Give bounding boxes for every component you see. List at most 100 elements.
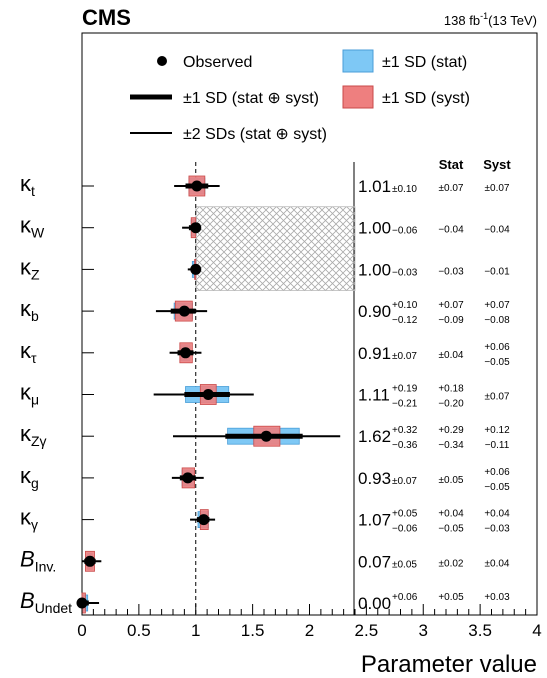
- luminosity-label: 138 fb-1(13 TeV): [444, 11, 537, 28]
- syst-uncertainty-up-label: +0.06: [484, 467, 510, 478]
- total-uncertainty-up-label: +0.05: [392, 509, 418, 520]
- value-label: 1.01: [358, 177, 391, 196]
- experiment-label: CMS: [82, 5, 131, 30]
- x-tick-label: 3.5: [468, 621, 492, 640]
- stat-uncertainty-up-label: +0.05: [438, 592, 464, 603]
- legend-2sd-label: ±2 SDs (stat ⊕ syst): [183, 126, 327, 143]
- stat-uncertainty-up-label: +0.29: [438, 425, 464, 436]
- legend-syst-label: ±1 SD (syst): [382, 90, 470, 107]
- observed-point: [191, 180, 203, 192]
- x-axis: 0 0.5 1 1.5 2 2.5 3 3.5 4: [77, 604, 542, 640]
- syst-uncertainty-down-label: −0.08: [484, 315, 510, 326]
- parameter-row-kappa-τ: κτ 0.91 ±0.07 ±0.04 +0.06 −0.05: [20, 338, 510, 368]
- legend-stat-swatch: [342, 49, 374, 73]
- parameter-label: κγ: [20, 505, 38, 533]
- stat-uncertainty-label: ±0.07: [439, 183, 464, 194]
- total-uncertainty-up-label: +0.06: [392, 592, 418, 603]
- syst-uncertainty-down-label: −0.05: [484, 357, 510, 368]
- x-tick-label: 1: [191, 621, 200, 640]
- observed-point: [190, 263, 202, 275]
- parameter-label: κt: [20, 171, 35, 199]
- stat-uncertainty-label: ±0.02: [439, 558, 464, 569]
- legend-syst-swatch: [342, 85, 374, 109]
- value-label: 1.11: [358, 386, 390, 405]
- observed-point: [202, 389, 214, 400]
- parameter-label: κμ: [20, 380, 39, 408]
- parameter-row-kappa-t: κt 1.01 ±0.10 ±0.07 ±0.07: [20, 171, 510, 199]
- parameter-row-kappa-Z: κZ 1.00 −0.03 −0.03 −0.01: [20, 254, 510, 282]
- stat-uncertainty-up-label: +0.07: [438, 300, 464, 311]
- value-label: 1.00: [358, 219, 391, 238]
- column-header-syst: Syst: [483, 157, 511, 172]
- syst-uncertainty-label: −0.04: [484, 225, 510, 236]
- value-label: 0.07: [358, 552, 391, 571]
- total-uncertainty-down-label: −0.12: [392, 315, 418, 326]
- stat-uncertainty-down-label: −0.09: [438, 315, 464, 326]
- syst-uncertainty-up-label: +0.04: [484, 509, 510, 520]
- syst-uncertainty-down-label: −0.05: [484, 482, 510, 493]
- stat-uncertainty-down-label: −0.34: [438, 440, 464, 451]
- syst-uncertainty-label: ±0.07: [485, 392, 510, 403]
- syst-uncertainty-up-label: +0.07: [484, 300, 510, 311]
- syst-uncertainty-down-label: −0.11: [485, 440, 510, 451]
- stat-uncertainty-label: ±0.05: [439, 475, 464, 486]
- parameter-row-kappa-γ: κγ 1.07 +0.05 −0.06 +0.04 −0.05 +0.04 −0.03: [20, 505, 510, 535]
- parameter-label: BUndet: [20, 588, 72, 616]
- stat-uncertainty-down-label: −0.05: [438, 524, 464, 535]
- parameter-label: κZγ: [20, 421, 47, 449]
- parameter-label: BInv.: [20, 546, 56, 574]
- observed-point: [84, 555, 96, 567]
- syst-uncertainty-down-label: −0.03: [484, 524, 510, 535]
- x-tick-label: 2.5: [355, 621, 379, 640]
- parameter-label: κW: [20, 213, 45, 241]
- parameter-row-B-Undet: BUndet 0.00 +0.06 +0.05 +0.03: [20, 588, 510, 616]
- stat-uncertainty-down-label: −0.20: [438, 399, 464, 410]
- stat-uncertainty-label: −0.04: [438, 225, 464, 236]
- total-uncertainty-down-label: −0.36: [392, 440, 418, 451]
- observed-point: [182, 472, 194, 484]
- stat-uncertainty-up-label: +0.04: [438, 509, 464, 520]
- hatched-region: [195, 206, 356, 291]
- total-uncertainty-label: −0.06: [392, 226, 418, 237]
- legend-stat-label: ±1 SD (stat): [382, 54, 467, 71]
- x-tick-label: 4: [532, 621, 541, 640]
- column-header-stat: Stat: [439, 157, 464, 172]
- total-uncertainty-label: −0.03: [392, 267, 418, 278]
- parameter-row-kappa-Zγ: κZγ 1.62 +0.32 −0.36 +0.29 −0.34 +0.12 −0.11: [20, 421, 510, 451]
- value-label: 0.00: [358, 594, 391, 613]
- syst-uncertainty-label: ±0.04: [485, 558, 510, 569]
- legend-observed-label: Observed: [183, 54, 252, 71]
- x-tick-label: 3: [419, 621, 428, 640]
- observed-point: [190, 222, 202, 234]
- total-uncertainty-label: ±0.07: [392, 351, 417, 362]
- total-uncertainty-up-label: +0.10: [392, 300, 418, 311]
- observed-point: [180, 347, 192, 359]
- stat-uncertainty-up-label: +0.18: [438, 384, 464, 395]
- total-uncertainty-label: ±0.10: [392, 184, 417, 195]
- parameter-label: κg: [20, 463, 39, 491]
- parameter-label: κb: [20, 296, 39, 324]
- value-label: 1.62: [358, 427, 391, 446]
- total-uncertainty-down-label: −0.06: [392, 524, 418, 535]
- syst-uncertainty-label: ±0.07: [485, 183, 510, 194]
- parameter-row-kappa-W: κW 1.00 −0.06 −0.04 −0.04: [20, 213, 510, 241]
- observed-point: [260, 430, 272, 442]
- stat-uncertainty-label: ±0.04: [439, 350, 464, 361]
- x-tick-label: 0: [77, 621, 86, 640]
- parameter-row-kappa-g: κg 0.93 ±0.07 ±0.05 +0.06 −0.05: [20, 463, 510, 493]
- parameter-row-kappa-μ: κμ 1.11 +0.19 −0.21 +0.18 −0.20 ±0.07: [20, 380, 510, 410]
- x-tick-label: 1.5: [241, 621, 265, 640]
- syst-uncertainty-label: −0.01: [484, 266, 510, 277]
- legend: Observed ±1 SD (stat) ±1 SD (stat ⊕ syst…: [130, 49, 470, 143]
- total-uncertainty-up-label: +0.19: [392, 384, 418, 395]
- syst-uncertainty-up-label: +0.12: [484, 425, 510, 436]
- x-axis-label: Parameter value: [361, 651, 537, 678]
- syst-uncertainty-up-label: +0.03: [484, 592, 510, 603]
- total-uncertainty-label: ±0.07: [392, 476, 417, 487]
- x-tick-label: 2: [305, 621, 314, 640]
- observed-point: [76, 597, 88, 609]
- parameter-row-B-Inv.: BInv. 0.07 ±0.05 ±0.02 ±0.04: [20, 546, 510, 574]
- parameter-label: κZ: [20, 254, 40, 282]
